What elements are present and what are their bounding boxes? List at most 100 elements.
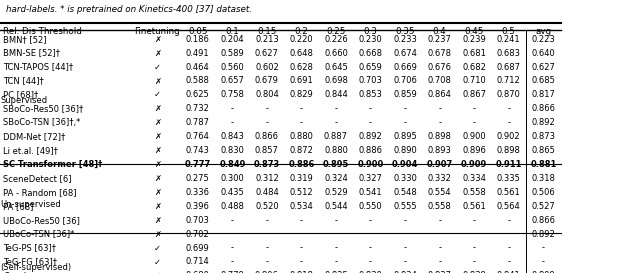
Text: 0.657: 0.657 xyxy=(220,76,244,85)
Text: SC-Transformer [48]†: SC-Transformer [48]† xyxy=(3,160,102,169)
Text: 0.561: 0.561 xyxy=(462,202,486,211)
Text: -: - xyxy=(266,244,268,253)
Text: 0.4: 0.4 xyxy=(433,27,447,36)
Text: -: - xyxy=(438,257,441,266)
Text: -: - xyxy=(369,257,372,266)
Text: 0.484: 0.484 xyxy=(255,188,279,197)
Text: 0.777: 0.777 xyxy=(184,160,211,169)
Text: ✓: ✓ xyxy=(154,244,161,253)
Text: 0.864: 0.864 xyxy=(428,90,452,99)
Text: 0.527: 0.527 xyxy=(531,202,556,211)
Text: -: - xyxy=(473,257,476,266)
Text: 0.678: 0.678 xyxy=(428,49,452,58)
Text: 0.809: 0.809 xyxy=(531,271,556,273)
Text: -: - xyxy=(473,244,476,253)
Text: 0.685: 0.685 xyxy=(531,76,556,85)
Text: ✗: ✗ xyxy=(154,132,161,141)
Text: 0.712: 0.712 xyxy=(497,76,521,85)
Text: SceneDetect [6]: SceneDetect [6] xyxy=(3,174,72,183)
Text: -: - xyxy=(369,104,372,113)
Text: 0.849: 0.849 xyxy=(219,160,246,169)
Text: -: - xyxy=(508,104,510,113)
Text: TCN [44]†: TCN [44]† xyxy=(3,76,44,85)
Text: 0.702: 0.702 xyxy=(186,230,210,239)
Text: 0.233: 0.233 xyxy=(393,35,417,44)
Text: 0.220: 0.220 xyxy=(290,35,313,44)
Text: -: - xyxy=(473,230,476,239)
Text: 0.873: 0.873 xyxy=(253,160,280,169)
Text: 0.564: 0.564 xyxy=(497,202,521,211)
Text: 0.886: 0.886 xyxy=(358,146,383,155)
Text: 0.830: 0.830 xyxy=(358,271,383,273)
Text: 0.687: 0.687 xyxy=(497,63,521,72)
Text: 0.223: 0.223 xyxy=(531,35,556,44)
Text: -: - xyxy=(508,230,510,239)
Text: 0.534: 0.534 xyxy=(289,202,314,211)
Text: -: - xyxy=(508,244,510,253)
Text: 0.491: 0.491 xyxy=(186,49,209,58)
Text: 0.872: 0.872 xyxy=(289,146,314,155)
Text: avg: avg xyxy=(535,27,552,36)
Text: -: - xyxy=(404,257,406,266)
Text: 0.555: 0.555 xyxy=(394,202,417,211)
Text: -: - xyxy=(231,216,234,225)
Text: 0.804: 0.804 xyxy=(255,90,279,99)
Text: -: - xyxy=(266,216,268,225)
Text: 0.839: 0.839 xyxy=(462,271,486,273)
Text: 0.550: 0.550 xyxy=(359,202,382,211)
Text: ✓: ✓ xyxy=(154,257,161,266)
Text: 0.892: 0.892 xyxy=(531,118,556,127)
Text: PA [68]: PA [68] xyxy=(3,202,33,211)
Text: -: - xyxy=(473,118,476,127)
Text: 0.226: 0.226 xyxy=(324,35,348,44)
Text: 0.05: 0.05 xyxy=(188,27,207,36)
Text: 0.691: 0.691 xyxy=(289,76,314,85)
Text: 0.648: 0.648 xyxy=(289,49,314,58)
Text: 0.674: 0.674 xyxy=(393,49,417,58)
Text: 0.318: 0.318 xyxy=(531,174,556,183)
Text: Ours†: Ours† xyxy=(3,271,28,273)
Text: BMN-SE [52]†: BMN-SE [52]† xyxy=(3,49,60,58)
Text: 0.1: 0.1 xyxy=(225,27,239,36)
Text: -: - xyxy=(266,104,268,113)
Text: -: - xyxy=(369,118,372,127)
Text: UBoCo-Res50 [36]: UBoCo-Res50 [36] xyxy=(3,216,80,225)
Text: -: - xyxy=(369,230,372,239)
Text: Un-supervised: Un-supervised xyxy=(1,200,61,209)
Text: 0.319: 0.319 xyxy=(289,174,314,183)
Text: 0.909: 0.909 xyxy=(461,160,488,169)
Text: -: - xyxy=(335,216,337,225)
Text: 0.435: 0.435 xyxy=(220,188,244,197)
Text: -: - xyxy=(300,118,303,127)
Text: 0.3: 0.3 xyxy=(364,27,378,36)
Text: 0.45: 0.45 xyxy=(465,27,484,36)
Text: 0.488: 0.488 xyxy=(220,202,244,211)
Text: 0.907: 0.907 xyxy=(426,160,453,169)
Text: -: - xyxy=(231,104,234,113)
Text: 0.779: 0.779 xyxy=(220,271,244,273)
Text: 0.703: 0.703 xyxy=(186,216,210,225)
Text: UBoCo-TSN [36]*: UBoCo-TSN [36]* xyxy=(3,230,75,239)
Text: -: - xyxy=(266,118,268,127)
Text: 0.627: 0.627 xyxy=(531,63,556,72)
Text: (Self-supervised): (Self-supervised) xyxy=(1,263,72,272)
Text: ✗: ✗ xyxy=(154,174,161,183)
Text: 0.732: 0.732 xyxy=(186,104,210,113)
Text: -: - xyxy=(300,216,303,225)
Text: ✗: ✗ xyxy=(154,146,161,155)
Text: 0.334: 0.334 xyxy=(462,174,486,183)
Text: 0.548: 0.548 xyxy=(393,188,417,197)
Text: -: - xyxy=(300,230,303,239)
Text: ✗: ✗ xyxy=(154,160,161,169)
Text: 0.892: 0.892 xyxy=(531,230,556,239)
Text: 0.241: 0.241 xyxy=(497,35,520,44)
Text: -: - xyxy=(438,230,441,239)
Text: 0.512: 0.512 xyxy=(290,188,313,197)
Text: 0.275: 0.275 xyxy=(186,174,210,183)
Text: 0.682: 0.682 xyxy=(462,63,486,72)
Text: 0.818: 0.818 xyxy=(289,271,314,273)
Text: 0.714: 0.714 xyxy=(186,257,210,266)
Text: 0.5: 0.5 xyxy=(502,27,516,36)
Text: Rel. Dis Threshold: Rel. Dis Threshold xyxy=(3,27,82,36)
Text: PA - Random [68]: PA - Random [68] xyxy=(3,188,77,197)
